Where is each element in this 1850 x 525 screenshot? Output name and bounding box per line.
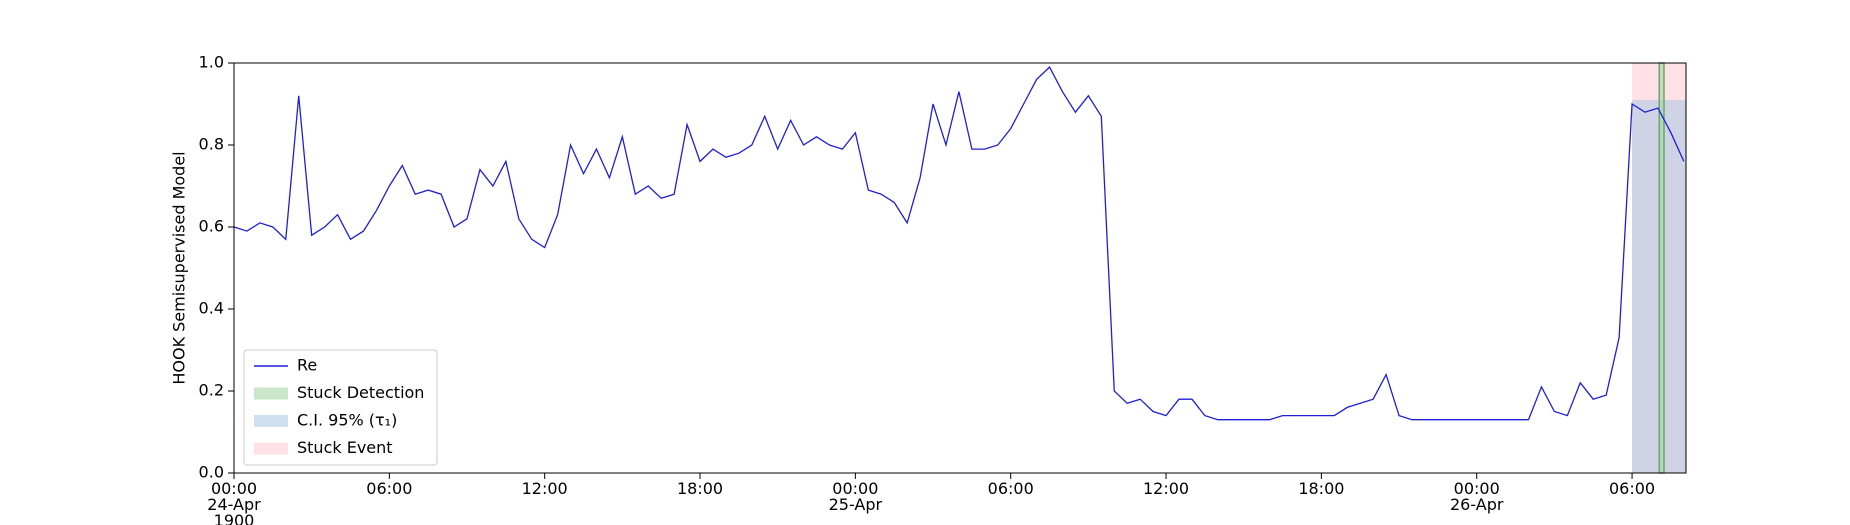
legend-swatch (254, 442, 288, 455)
span (1658, 62, 1665, 474)
legend-label: Stuck Detection (297, 383, 424, 402)
legend-label: Stuck Event (297, 438, 393, 457)
legend: Re Stuck Detection C.I. 95% (τ₁) Stuck Even… (243, 349, 438, 466)
data-line (233, 66, 1685, 421)
legend-frame (243, 349, 438, 466)
legend-swatch (254, 415, 288, 427)
x-tick-label: 12:00 (521, 479, 568, 498)
y-tick-label: 1.0 (199, 53, 224, 72)
legend-label: Re (297, 356, 317, 375)
y-tick-label: 0.4 (199, 299, 224, 318)
x-tick-label: 06:00 (1608, 479, 1656, 498)
x-tick-label: 18:00 (1298, 479, 1345, 498)
x-tick-label: 12:00 (1142, 479, 1190, 498)
y-tick-label: 0.0 (199, 463, 224, 482)
y-tick-label: 0.2 (199, 381, 224, 400)
x-tick-label: 06:00 (366, 479, 413, 498)
x-tick-label: 00:00 25-Apr (828, 479, 883, 514)
y-axis-label: HOOK Semisupervised Model (170, 151, 189, 384)
legend-swatch (254, 387, 288, 400)
x-tick-label: 00:00 26-Apr (1449, 479, 1504, 514)
plot-frame (233, 62, 1687, 474)
legend-label: C.I. 95% (τ₁) (297, 411, 397, 430)
x-tick-label: 18:00 (676, 479, 724, 498)
x-tick-label: 00:00 24-Apr 1900 (207, 479, 261, 525)
y-tick-label: 0.6 (199, 217, 224, 236)
y-tick-label: 0.8 (199, 135, 224, 154)
x-tick-label: 06:00 (987, 479, 1034, 498)
